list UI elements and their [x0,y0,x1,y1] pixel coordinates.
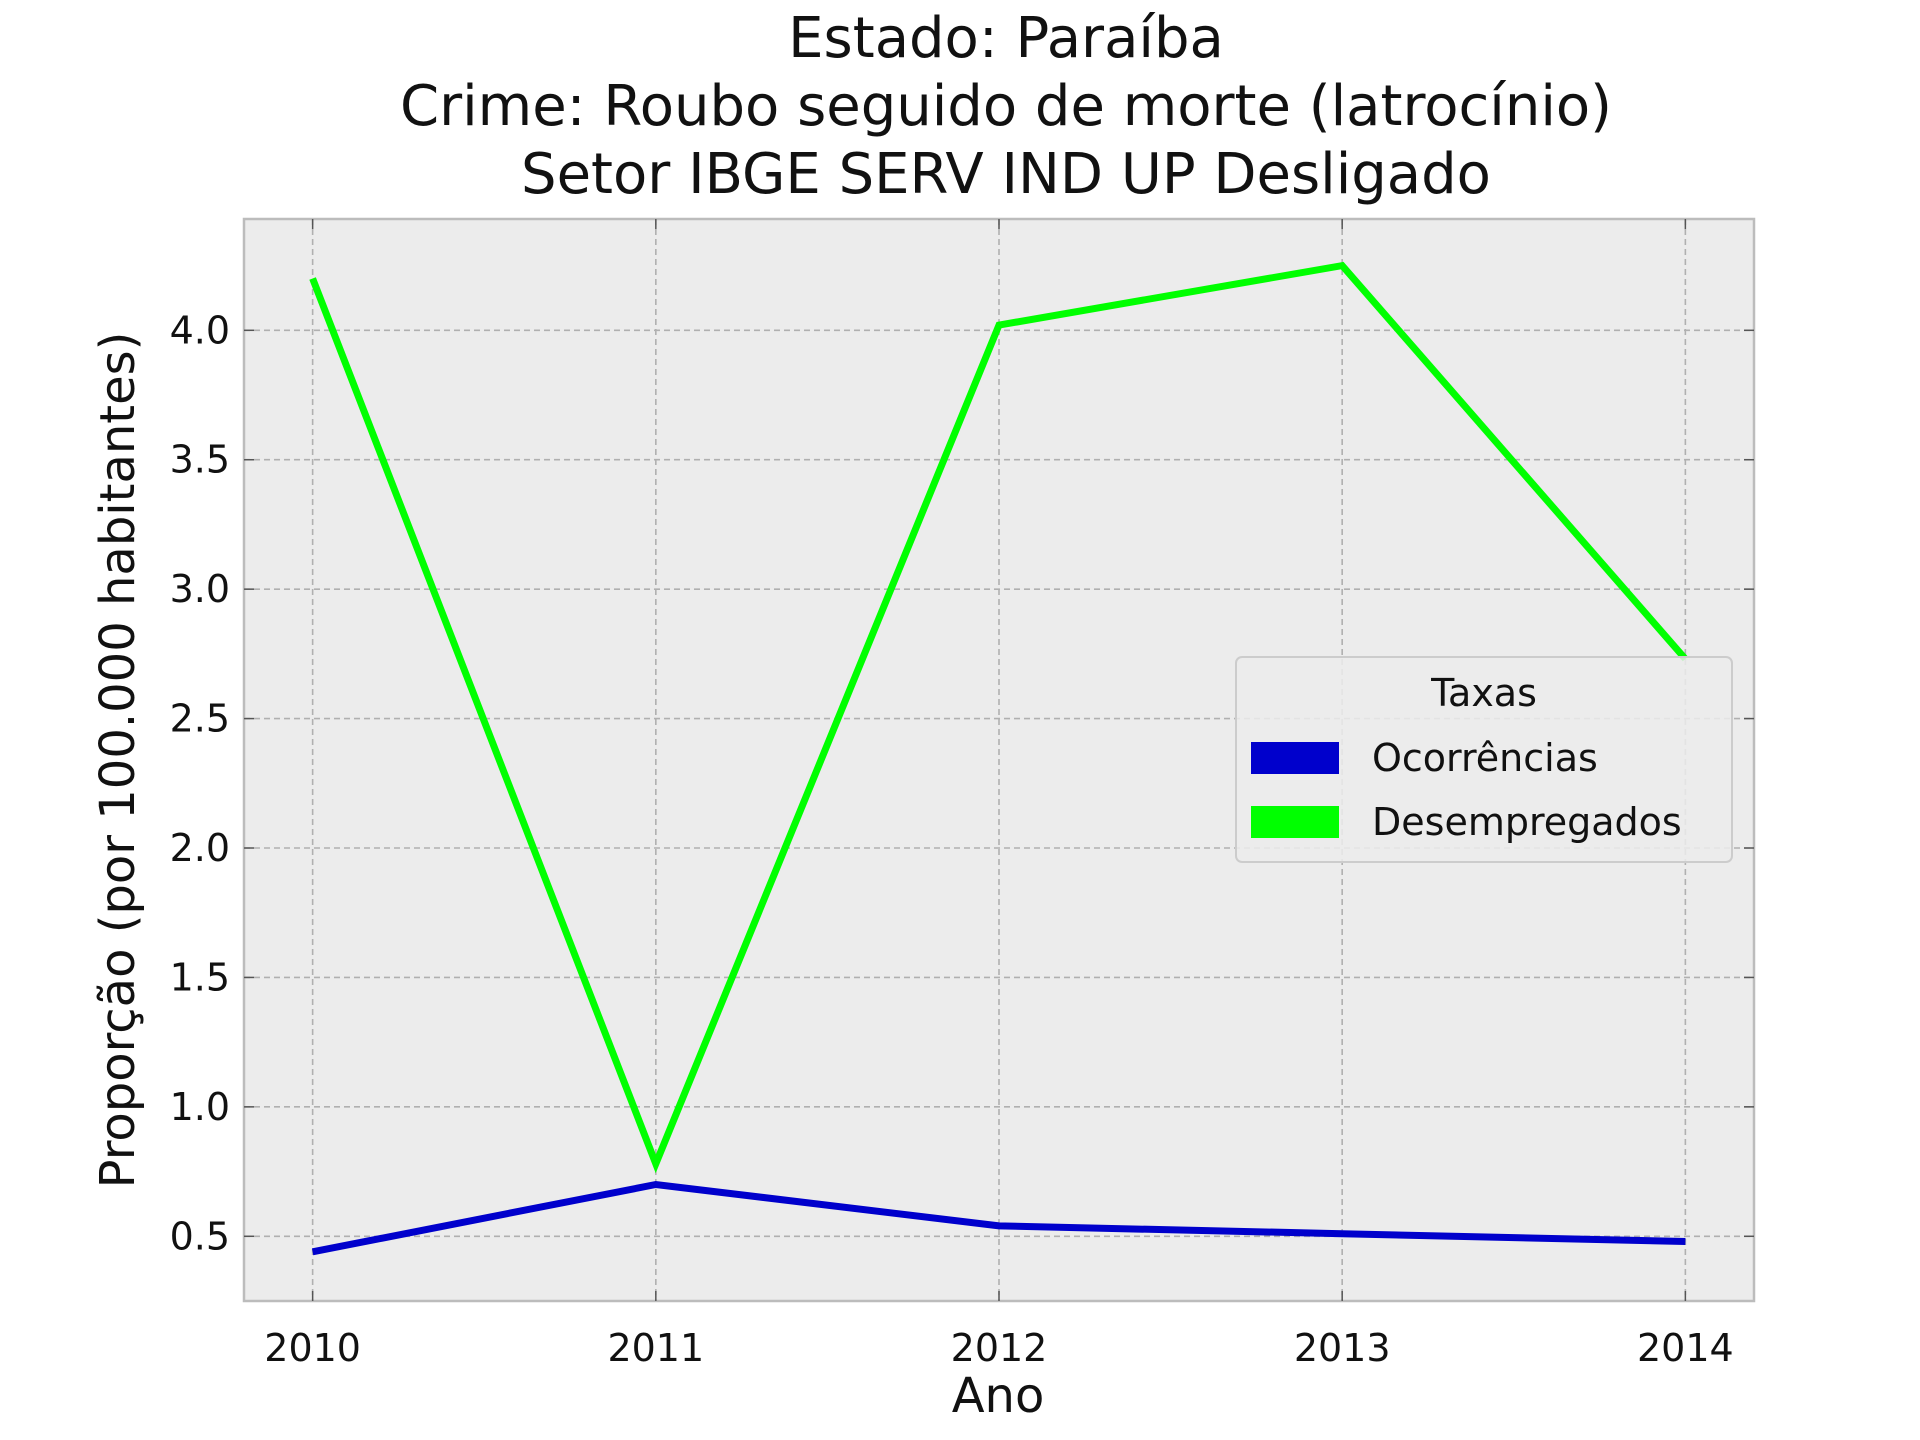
y-axis-label: Proporção (por 100.000 habitantes) [90,332,146,1189]
x-tick-label: 2012 [951,1326,1048,1370]
legend-label-ocorrencias: Ocorrências [1372,736,1598,780]
series-layer [309,261,1689,1256]
legend: Taxas Ocorrências Desempregados [1235,656,1733,863]
series-line-1 [309,261,1689,1174]
x-tick-label: 2010 [264,1326,361,1370]
legend-label-desempregados: Desempregados [1372,800,1682,844]
x-tick-label: 2011 [607,1326,704,1370]
x-tick-label: 2014 [1637,1326,1734,1370]
legend-box [1235,656,1733,863]
y-tick-label: 2.0 [170,826,230,870]
legend-swatch-desempregados [1251,806,1339,838]
legend-title: Taxas [1430,671,1537,715]
chart-title-line-2: Crime: Roubo seguido de morte (latrocíni… [400,74,1612,139]
x-axis-label: Ano [952,1368,1045,1424]
y-tick-label: 3.5 [170,438,230,482]
chart-title-line-3: Setor IBGE SERV IND UP Desligado [521,142,1491,207]
x-axis-ticks: 2010 2011 2012 2013 2014 [264,219,1734,1370]
legend-swatch-ocorrencias [1251,742,1339,774]
y-tick-label: 1.0 [170,1085,230,1129]
y-tick-label: 3.0 [170,567,230,611]
x-tick-label: 2013 [1294,1326,1391,1370]
chart-title-line-1: Estado: Paraíba [788,6,1224,71]
y-tick-label: 2.5 [170,697,230,741]
y-tick-label: 1.5 [170,955,230,999]
y-tick-label: 4.0 [170,308,230,352]
y-tick-label: 0.5 [170,1214,230,1258]
y-axis-ticks: 0.5 1.0 1.5 2.0 2.5 3.0 3.5 4.0 [170,308,1754,1258]
series-line-0 [311,1180,1686,1256]
